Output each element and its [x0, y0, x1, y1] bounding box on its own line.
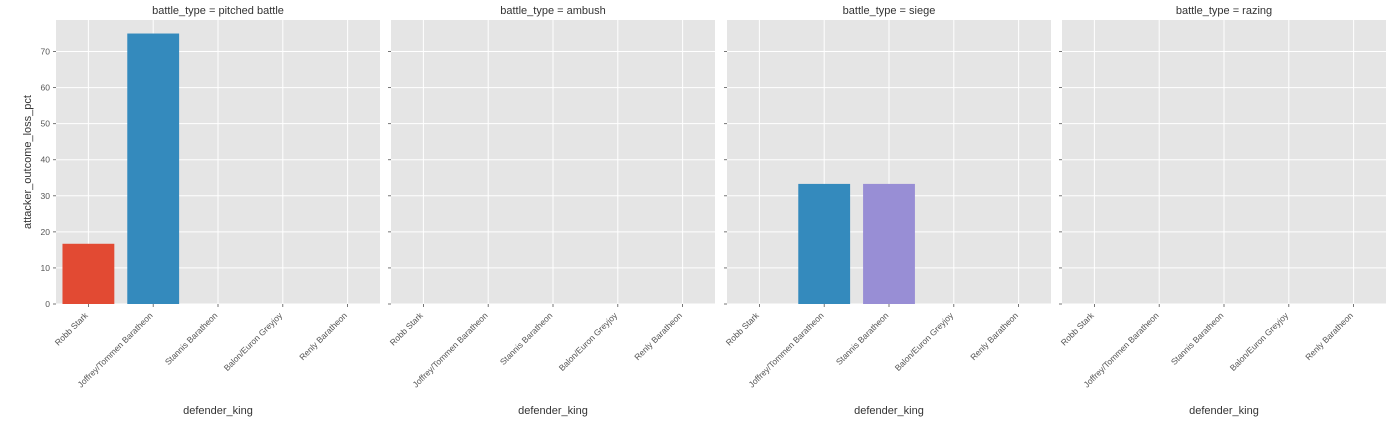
panel-title: battle_type = siege: [843, 5, 936, 17]
x-tick-label: Balon/Euron Greyjoy: [893, 310, 956, 373]
x-tick-label: Joffrey/Tommen Baratheon: [1081, 310, 1160, 389]
x-tick-label: Robb Stark: [53, 310, 91, 348]
panel-title: battle_type = ambush: [500, 5, 606, 17]
y-tick-label: 60: [41, 83, 51, 93]
y-tick-label: 70: [41, 47, 51, 57]
x-axis-label: defender_king: [183, 405, 253, 417]
x-tick-label: Stannis Baratheon: [163, 310, 220, 367]
y-tick-label: 10: [41, 263, 51, 273]
x-tick-label: Stannis Baratheon: [834, 310, 891, 367]
x-tick-label: Joffrey/Tommen Baratheon: [75, 310, 154, 389]
x-tick-label: Robb Stark: [388, 310, 426, 348]
facet-panel: battle_type = razing Robb StarkJoffrey/To…: [1059, 5, 1386, 417]
facet-panel: battle_type = siege Robb StarkJoffrey/Tom…: [724, 5, 1051, 417]
facet-panel: battle_type = pitched battle 0 10 20 30 40 50 6…: [41, 5, 380, 417]
panel-title: battle_type = pitched battle: [152, 5, 284, 17]
x-tick-label: Balon/Euron Greyjoy: [557, 310, 620, 373]
y-tick-label: 40: [41, 155, 51, 165]
x-tick-label: Balon/Euron Greyjoy: [1228, 310, 1291, 373]
bar: [62, 243, 115, 304]
x-tick-label: Stannis Baratheon: [498, 310, 555, 367]
x-tick-label: Stannis Baratheon: [1169, 310, 1226, 367]
x-tick-label: Joffrey/Tommen Baratheon: [410, 310, 489, 389]
y-tick-label: 50: [41, 119, 51, 129]
x-axis-label: defender_king: [854, 405, 924, 417]
x-axis-label: defender_king: [1189, 405, 1259, 417]
y-axis-label: attacker_outcome_loss_pct: [22, 95, 34, 229]
y-tick-label: 20: [41, 227, 51, 237]
bar: [127, 33, 180, 305]
bar: [798, 183, 851, 304]
x-tick-label: Renly Baratheon: [1303, 310, 1355, 362]
y-tick-label: 30: [41, 191, 51, 201]
x-tick-label: Robb Stark: [1059, 310, 1097, 348]
x-tick-label: Renly Baratheon: [297, 310, 349, 362]
x-tick-label: Robb Stark: [724, 310, 762, 348]
x-tick-label: Renly Baratheon: [968, 310, 1020, 362]
x-tick-label: Renly Baratheon: [632, 310, 684, 362]
y-tick-label: 0: [45, 299, 50, 309]
facet-panel: battle_type = ambush Robb StarkJoffrey/To…: [388, 5, 715, 417]
x-tick-label: Joffrey/Tommen Baratheon: [746, 310, 825, 389]
x-axis-label: defender_king: [518, 405, 588, 417]
bar: [863, 183, 915, 304]
x-tick-label: Balon/Euron Greyjoy: [222, 310, 285, 373]
panel-title: battle_type = razing: [1176, 5, 1272, 17]
